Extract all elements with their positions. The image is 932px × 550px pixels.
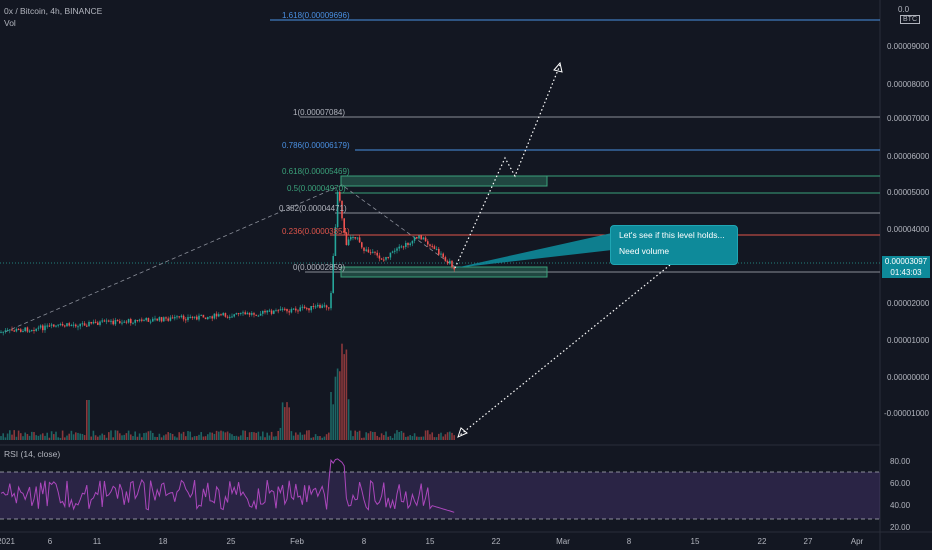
time-tick: Apr (850, 537, 864, 546)
fib-label-0786: 0.786(0.00006179) (282, 141, 350, 150)
callout-text-2: Need volume (619, 246, 670, 256)
price-tick: 0.00002000 (887, 299, 930, 308)
price-tick: 0.00008000 (887, 80, 930, 89)
volume-legend[interactable]: Vol (4, 18, 16, 28)
trend-line-dashed[interactable] (4, 184, 456, 333)
rsi-tick: 20.00 (890, 523, 911, 532)
time-tick: 15 (690, 537, 700, 546)
rsi-tick: 40.00 (890, 501, 911, 510)
price-tick: 0.00005000 (887, 188, 930, 197)
symbol-legend[interactable]: 0x / Bitcoin, 4h, BINANCE (4, 6, 103, 16)
support-zone[interactable] (340, 266, 548, 278)
fib-label-0: 0(0.00002859) (293, 263, 346, 272)
time-tick: Mar (556, 537, 570, 546)
time-tick: 22 (491, 537, 501, 546)
currency-badge[interactable]: 0.0 BTC (898, 5, 932, 24)
current-price-badge[interactable]: 0.00003097 01:43:03 (882, 256, 930, 278)
callout-pointer (455, 233, 612, 268)
note-callout[interactable]: Let's see if this level holds... Need vo… (610, 225, 738, 265)
price-tick: -0.00001000 (884, 409, 929, 418)
rsi-band (0, 472, 880, 519)
time-tick: 18 (158, 537, 168, 546)
fib-label-0382: 0.382(0.00004471) (279, 204, 347, 213)
current-price-value: 0.00003097 (884, 257, 928, 266)
price-tick: 0.00009000 (887, 42, 930, 51)
rsi-tick: 80.00 (890, 457, 911, 466)
price-tick: 0.00000000 (887, 373, 930, 382)
fib-label-0236: 0.236(0.00003854) (282, 227, 350, 236)
price-tick: 0.00006000 (887, 152, 930, 161)
time-tick: 27 (803, 537, 813, 546)
fib-lines[interactable] (270, 19, 880, 273)
fib-label-0618: 0.618(0.00005469) (282, 167, 350, 176)
time-tick: 15 (425, 537, 435, 546)
candle-countdown: 01:43:03 (890, 268, 922, 277)
volume-arrowhead (457, 427, 468, 438)
volume-arrow-path[interactable] (459, 264, 671, 436)
volume-series (0, 343, 455, 440)
time-tick: 8 (626, 537, 632, 546)
time-tick: Feb (290, 537, 304, 546)
rsi-line (0, 458, 455, 513)
fib-label-1: 1(0.00007084) (293, 108, 346, 117)
price-tick: 0.00007000 (887, 114, 930, 123)
time-tick: 2021 (0, 537, 15, 546)
projection-arrowhead (553, 61, 563, 73)
rsi-legend[interactable]: RSI (14, close) (4, 449, 61, 459)
fib-label-05: 0.5(0.00004970) (287, 184, 346, 193)
callout-text-1: Let's see if this level holds... (619, 230, 725, 240)
rsi-tick: 60.00 (890, 479, 911, 488)
resistance-zone[interactable] (340, 175, 548, 187)
price-tick: 0.00001000 (887, 336, 930, 345)
time-tick: 11 (92, 537, 102, 546)
candlestick-series (0, 189, 455, 336)
time-tick: 6 (47, 537, 53, 546)
time-tick: 8 (361, 537, 367, 546)
time-tick: 25 (226, 537, 236, 546)
price-axis-top: 0.0 (898, 5, 910, 14)
price-tick: 0.00004000 (887, 225, 930, 234)
fib-label-1618: 1.618(0.00009696) (282, 11, 350, 20)
time-tick: 22 (757, 537, 767, 546)
currency-label: BTC (900, 15, 920, 24)
projection-path[interactable] (454, 64, 561, 269)
